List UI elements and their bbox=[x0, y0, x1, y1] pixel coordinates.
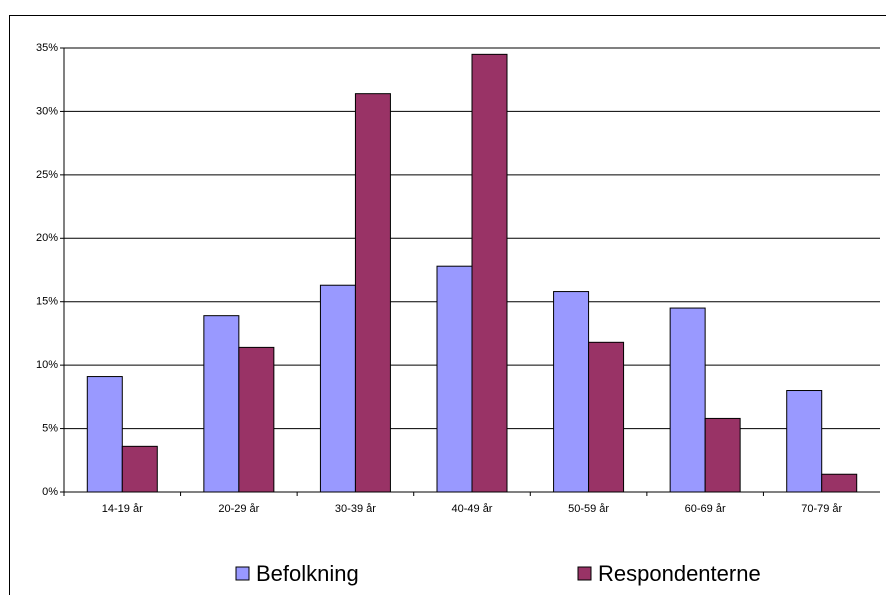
bar bbox=[121, 445, 158, 493]
bar bbox=[704, 417, 741, 493]
bar bbox=[354, 93, 391, 493]
bar bbox=[86, 376, 123, 493]
chart-frame bbox=[9, 15, 886, 595]
bar bbox=[588, 341, 625, 493]
legend-swatch bbox=[577, 566, 592, 581]
y-tick-label: 0% bbox=[42, 486, 58, 498]
legend-swatch bbox=[235, 566, 250, 581]
x-tick-label: 30-39 år bbox=[335, 503, 376, 515]
y-tick-label: 25% bbox=[36, 169, 58, 181]
y-tick-label: 30% bbox=[36, 105, 58, 117]
bar bbox=[669, 307, 706, 493]
bar bbox=[821, 473, 858, 493]
bar bbox=[238, 346, 275, 493]
y-tick-label: 5% bbox=[42, 422, 58, 434]
bar bbox=[553, 291, 590, 493]
bar bbox=[786, 390, 823, 493]
y-tick-label: 20% bbox=[36, 232, 58, 244]
bar bbox=[471, 53, 508, 493]
y-tick-label: 10% bbox=[36, 359, 58, 371]
bar bbox=[319, 284, 356, 493]
legend: Befolkning Respondenterne bbox=[235, 561, 761, 586]
legend-label: Respondenterne bbox=[598, 561, 761, 586]
x-tick-label: 70-79 år bbox=[801, 503, 842, 515]
x-tick-label: 14-19 år bbox=[102, 503, 143, 515]
x-tick-label: 40-49 år bbox=[452, 503, 493, 515]
bar bbox=[203, 315, 240, 493]
bar bbox=[436, 265, 473, 493]
legend-label: Befolkning bbox=[256, 561, 359, 586]
x-tick-label: 50-59 år bbox=[568, 503, 609, 515]
y-tick-label: 15% bbox=[36, 296, 58, 308]
y-tick-label: 35% bbox=[36, 42, 58, 54]
x-tick-label: 60-69 år bbox=[685, 503, 726, 515]
x-tick-label: 20-29 år bbox=[218, 503, 259, 515]
